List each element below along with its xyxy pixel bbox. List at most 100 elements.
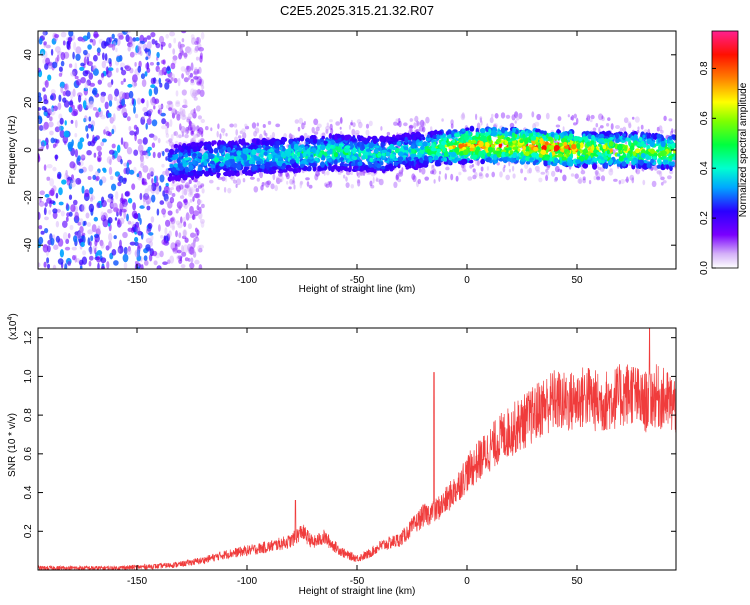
heatmap-point (227, 170, 232, 174)
heatmap-point (218, 148, 224, 154)
heatmap-point (124, 191, 130, 197)
heatmap-point (140, 264, 144, 269)
heatmap-point (52, 143, 56, 149)
heatmap-point (118, 91, 125, 100)
heatmap-point (161, 125, 167, 130)
heatmap-point (343, 174, 346, 179)
heatmap-point (173, 77, 178, 84)
heatmap-point (50, 188, 55, 197)
heatmap-point (126, 162, 130, 168)
heatmap-point (192, 146, 198, 153)
heatmap-point (122, 177, 127, 184)
heatmap-point (431, 147, 437, 152)
heatmap-point (444, 173, 447, 180)
heatmap-point (180, 264, 186, 269)
heatmap-point (42, 31, 46, 38)
heatmap-point (175, 90, 179, 97)
heatmap-point (113, 202, 118, 211)
heatmap-point (627, 121, 632, 126)
heatmap-point (492, 154, 498, 160)
heatmap-point (244, 142, 250, 146)
heatmap-point (356, 142, 360, 147)
heatmap-point (132, 37, 137, 42)
heatmap-point (127, 227, 133, 232)
heatmap-point (219, 133, 222, 140)
heatmap-point (591, 134, 596, 140)
spectrogram-x-tick-label: 0 (464, 275, 470, 286)
heatmap-point (524, 151, 530, 157)
heatmap-point (540, 149, 547, 156)
heatmap-point (416, 180, 419, 188)
heatmap-point (418, 125, 424, 132)
heatmap-point (660, 176, 665, 181)
heatmap-point (140, 73, 146, 80)
heatmap-point (330, 166, 335, 173)
heatmap-point (124, 92, 131, 100)
heatmap-point (146, 41, 152, 50)
heatmap-point (618, 136, 624, 140)
heatmap-point (505, 174, 511, 181)
heatmap-point (62, 90, 67, 97)
heatmap-point (84, 189, 90, 198)
heatmap-point (236, 163, 242, 171)
heatmap-point (180, 66, 186, 72)
heatmap-point (553, 178, 558, 183)
heatmap-point (514, 111, 519, 118)
heatmap-point (172, 55, 178, 61)
heatmap-point (109, 158, 112, 166)
heatmap-point (140, 159, 145, 166)
heatmap-point (80, 62, 85, 67)
heatmap-point (71, 110, 78, 117)
heatmap-point (425, 116, 430, 124)
heatmap-point (659, 170, 663, 178)
heatmap-point (93, 33, 100, 38)
heatmap-point (235, 183, 238, 188)
heatmap-point (588, 180, 592, 185)
heatmap-point (190, 81, 195, 86)
heatmap-point (536, 113, 542, 121)
snr-x-tick-label: -100 (237, 576, 257, 587)
heatmap-point (196, 204, 200, 211)
heatmap-point (285, 149, 292, 155)
heatmap-point (335, 121, 341, 126)
heatmap-point (183, 52, 188, 59)
heatmap-point (187, 124, 193, 131)
heatmap-point (156, 61, 160, 66)
heatmap-point (99, 179, 103, 186)
heatmap-point (396, 122, 400, 126)
heatmap-point (136, 255, 142, 262)
heatmap-point (90, 65, 94, 72)
heatmap-point (645, 154, 650, 161)
heatmap-point (89, 197, 94, 202)
heatmap-point (132, 202, 137, 211)
heatmap-point (205, 143, 211, 149)
heatmap-point (116, 99, 120, 106)
heatmap-point (486, 152, 491, 157)
heatmap-point (117, 218, 121, 225)
heatmap-point (472, 168, 476, 173)
heatmap-point (86, 102, 91, 109)
heatmap-point (97, 151, 102, 157)
heatmap-point (420, 145, 425, 150)
heatmap-point (106, 156, 113, 164)
heatmap-point (116, 144, 121, 153)
heatmap-point (168, 107, 173, 111)
heatmap-point (673, 154, 676, 161)
heatmap-point (151, 38, 156, 45)
heatmap-point (43, 261, 47, 268)
heatmap-point (137, 65, 142, 73)
heatmap-point (129, 130, 135, 136)
heatmap-point (365, 123, 370, 129)
heatmap-point (84, 115, 88, 122)
heatmap-point (117, 248, 121, 253)
heatmap-point (613, 178, 618, 182)
snr-y-ticks: 0.20.40.60.81.01.2 (23, 330, 676, 538)
heatmap-point (58, 72, 63, 77)
heatmap-point (586, 115, 591, 122)
heatmap-point (461, 167, 466, 172)
heatmap-point (350, 137, 354, 142)
heatmap-point (327, 181, 331, 185)
heatmap-point (413, 122, 417, 129)
heatmap-point (149, 167, 155, 176)
heatmap-point (392, 153, 396, 158)
